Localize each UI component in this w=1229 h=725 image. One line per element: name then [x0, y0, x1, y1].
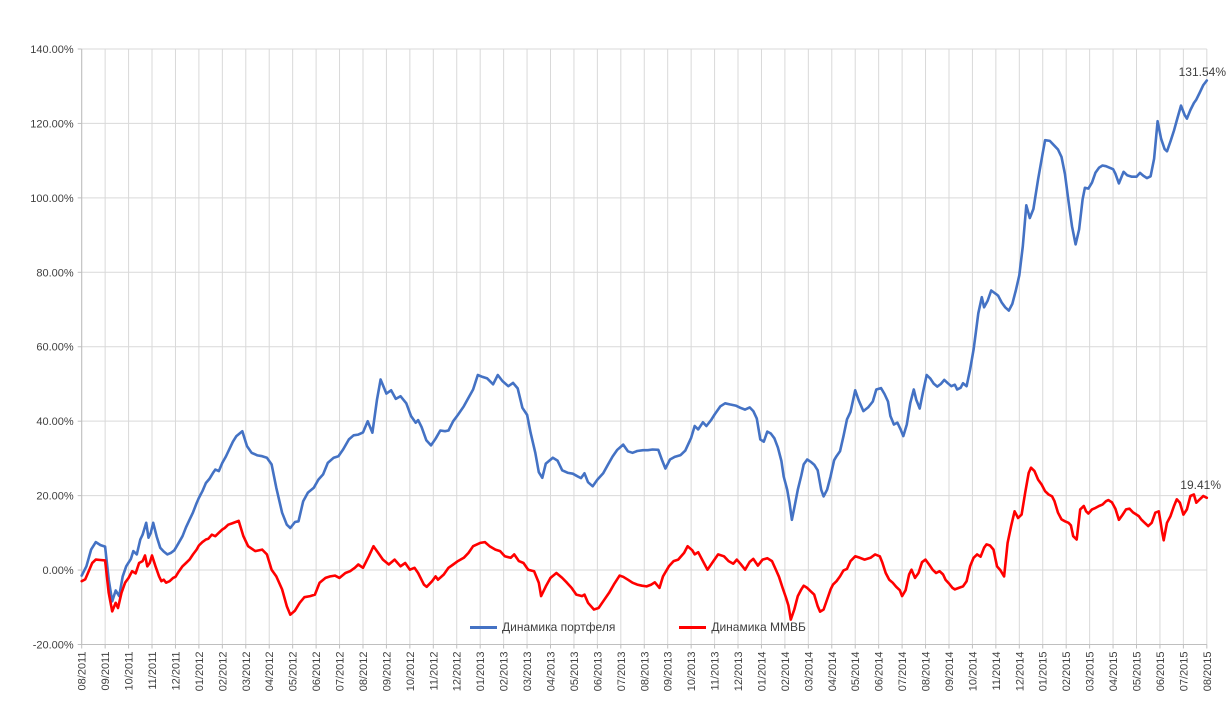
series-line-1: [80, 466, 1209, 621]
svg-text:04/2014: 04/2014: [827, 652, 839, 692]
svg-text:01/2013: 01/2013: [475, 652, 487, 692]
series-line-0: [80, 79, 1209, 603]
svg-text:12/2012: 12/2012: [452, 652, 464, 692]
svg-text:01/2015: 01/2015: [1038, 652, 1050, 692]
svg-text:01/2012: 01/2012: [194, 652, 206, 692]
svg-text:03/2014: 03/2014: [803, 652, 815, 692]
svg-text:07/2014: 07/2014: [897, 652, 909, 692]
svg-text:09/2012: 09/2012: [381, 652, 393, 692]
svg-text:08/2015: 08/2015: [1202, 652, 1214, 692]
svg-text:09/2013: 09/2013: [663, 652, 675, 692]
svg-text:01/2014: 01/2014: [756, 652, 768, 692]
svg-text:02/2014: 02/2014: [780, 652, 792, 692]
svg-text:05/2014: 05/2014: [850, 652, 862, 692]
svg-text:120.00%: 120.00%: [30, 118, 74, 130]
legend-label-portfolio: Динамика портфеля: [502, 620, 616, 634]
legend-item-micex: Динамика ММВБ: [679, 620, 806, 634]
svg-text:06/2013: 06/2013: [592, 652, 604, 692]
x-axis-tick-labels: 08/2011 09/2011 10/2011 11/2011 12/2011 01/20…: [77, 652, 1214, 692]
svg-text:60.00%: 60.00%: [36, 342, 74, 354]
legend-label-micex: Динамика ММВБ: [711, 620, 806, 634]
svg-text:09/2011: 09/2011: [100, 652, 112, 691]
svg-text:08/2014: 08/2014: [921, 652, 933, 692]
svg-text:08/2011: 08/2011: [77, 652, 89, 691]
svg-text:40.00%: 40.00%: [36, 416, 74, 428]
svg-text:03/2013: 03/2013: [522, 652, 534, 692]
legend-line-micex-icon: [679, 625, 707, 629]
svg-text:-20.00%: -20.00%: [33, 640, 74, 652]
svg-text:06/2015: 06/2015: [1155, 652, 1167, 692]
svg-text:10/2013: 10/2013: [686, 652, 698, 692]
svg-text:07/2015: 07/2015: [1178, 652, 1190, 692]
series-end-label-portfolio: 131.54%: [1178, 65, 1226, 79]
svg-text:10/2014: 10/2014: [967, 652, 979, 692]
svg-text:02/2013: 02/2013: [499, 652, 511, 692]
svg-text:08/2013: 08/2013: [639, 652, 651, 692]
svg-text:140.00%: 140.00%: [30, 44, 74, 56]
svg-text:10/2012: 10/2012: [405, 652, 417, 692]
svg-text:06/2014: 06/2014: [874, 652, 886, 692]
svg-text:02/2012: 02/2012: [217, 652, 229, 692]
svg-text:11/2013: 11/2013: [710, 652, 722, 691]
svg-text:11/2014: 11/2014: [991, 652, 1003, 691]
svg-text:80.00%: 80.00%: [36, 267, 74, 279]
y-axis-tick-labels: -20.00% 0.00% 20.00% 40.00% 60.00% 80.00% 100.…: [30, 44, 74, 652]
svg-text:05/2013: 05/2013: [569, 652, 581, 692]
gridlines: [81, 48, 1208, 645]
svg-text:09/2014: 09/2014: [944, 652, 956, 692]
svg-text:20.00%: 20.00%: [36, 491, 74, 503]
svg-text:06/2012: 06/2012: [311, 652, 323, 692]
svg-text:03/2015: 03/2015: [1085, 652, 1097, 692]
svg-text:12/2011: 12/2011: [170, 652, 182, 691]
svg-text:08/2012: 08/2012: [358, 652, 370, 692]
svg-text:11/2012: 11/2012: [428, 652, 440, 691]
legend-item-portfolio: Динамика портфеля: [470, 620, 615, 634]
svg-text:05/2012: 05/2012: [288, 652, 300, 692]
chart-legend: Динамика портфеля Динамика ММВБ: [470, 620, 806, 634]
svg-text:04/2012: 04/2012: [264, 652, 276, 692]
svg-text:10/2011: 10/2011: [124, 652, 136, 691]
svg-text:03/2012: 03/2012: [241, 652, 253, 692]
svg-text:07/2013: 07/2013: [616, 652, 628, 692]
svg-text:07/2012: 07/2012: [335, 652, 347, 692]
svg-text:04/2015: 04/2015: [1108, 652, 1120, 692]
svg-text:12/2014: 12/2014: [1014, 652, 1026, 692]
svg-text:0.00%: 0.00%: [42, 565, 73, 577]
series-end-label-micex: 19.41%: [1180, 478, 1221, 492]
svg-text:12/2013: 12/2013: [733, 652, 745, 692]
svg-text:05/2015: 05/2015: [1132, 652, 1144, 692]
svg-text:11/2011: 11/2011: [147, 652, 159, 690]
legend-line-portfolio-icon: [470, 625, 497, 629]
svg-text:04/2013: 04/2013: [546, 652, 558, 692]
axes: [77, 48, 1208, 649]
svg-text:100.00%: 100.00%: [30, 193, 74, 205]
svg-text:02/2015: 02/2015: [1061, 652, 1073, 692]
